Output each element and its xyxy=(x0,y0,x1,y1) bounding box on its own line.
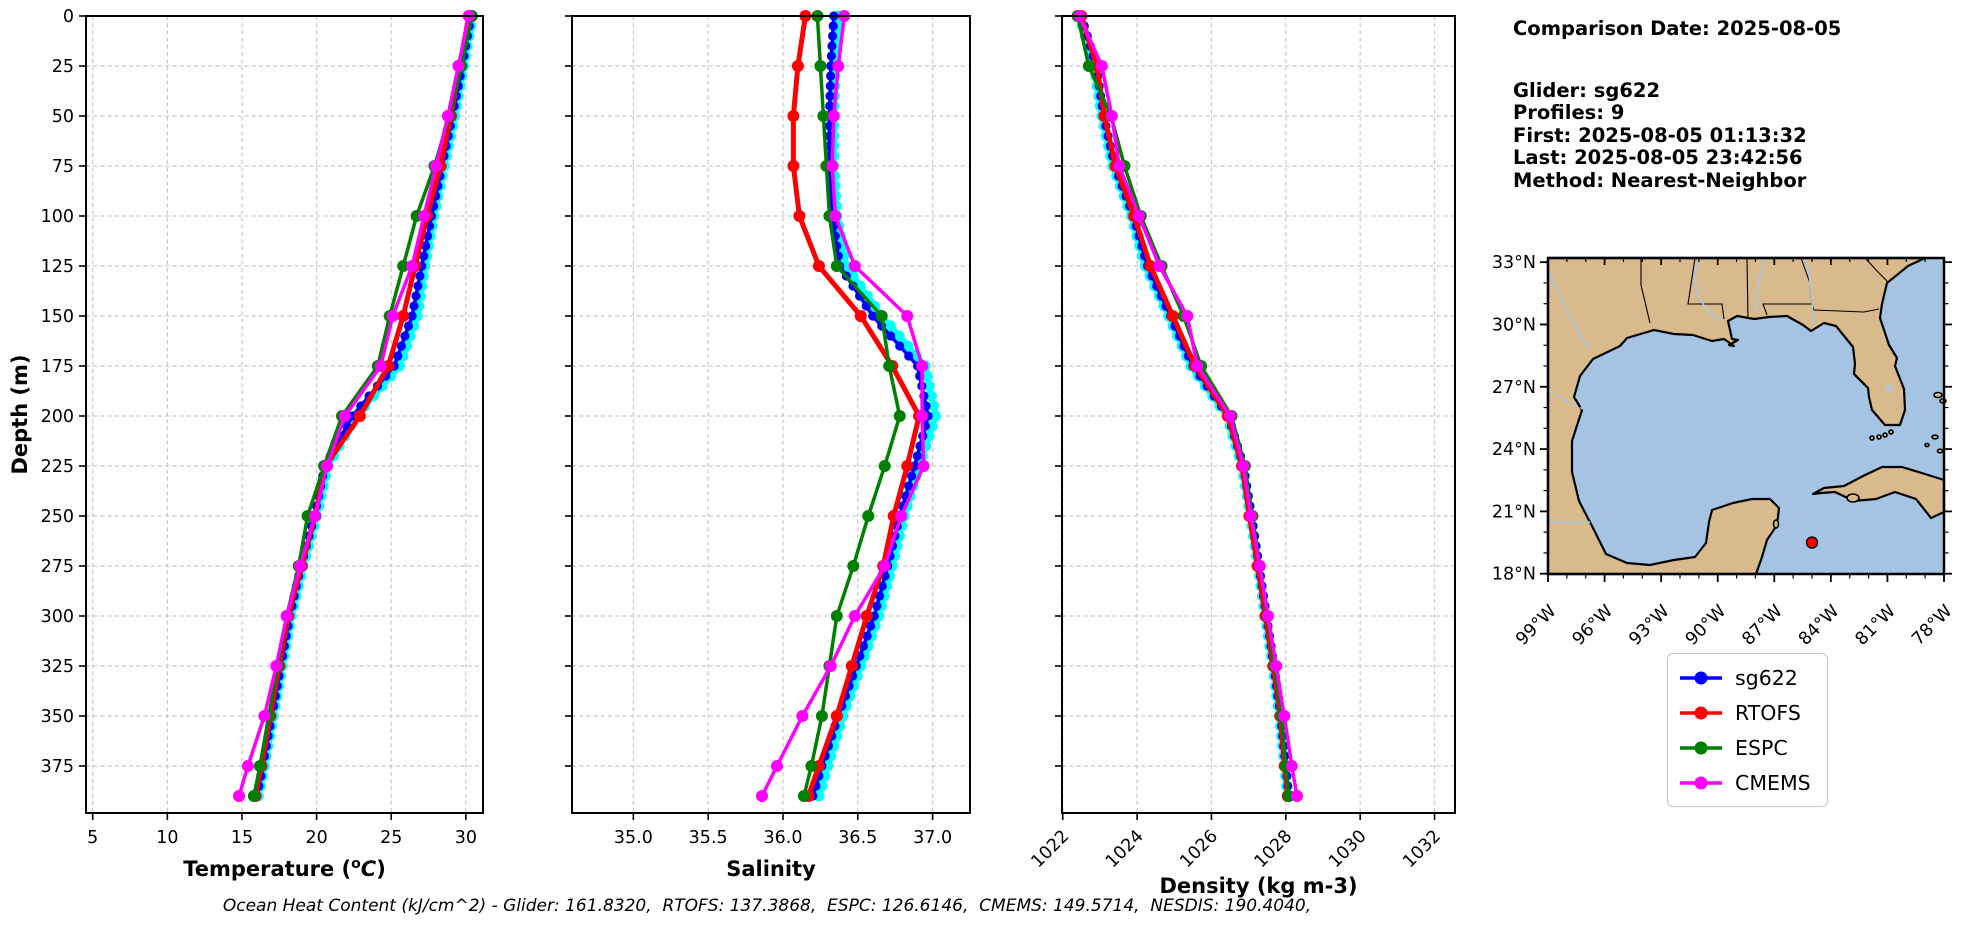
svg-text:27°N: 27°N xyxy=(1492,378,1536,398)
svg-text:33°N: 33°N xyxy=(1492,253,1536,273)
svg-text:1028: 1028 xyxy=(1251,826,1297,872)
svg-text:78°W: 78°W xyxy=(1908,601,1956,649)
svg-text:35.5: 35.5 xyxy=(689,828,728,848)
svg-text:75: 75 xyxy=(52,157,74,177)
temperature-plot: 5 10 15 20 25 3002550751001251501752002252502… xyxy=(8,7,484,881)
x-axis-label: Temperature (oC) xyxy=(183,856,386,881)
map-lake-okeechobee xyxy=(1885,384,1893,392)
svg-text:30: 30 xyxy=(455,828,477,848)
svg-text:225: 225 xyxy=(41,457,74,477)
svg-text:1032: 1032 xyxy=(1399,826,1445,872)
svg-text:275: 275 xyxy=(41,557,74,577)
legend-label: ESPC xyxy=(1735,735,1788,760)
info-line: Last: 2025-08-05 23:42:56 xyxy=(1513,146,1803,170)
svg-text:1030: 1030 xyxy=(1325,826,1371,872)
svg-text:18°N: 18°N xyxy=(1492,565,1536,585)
svg-text:36.0: 36.0 xyxy=(763,828,802,848)
svg-text:15: 15 xyxy=(231,828,253,848)
svg-text:37.0: 37.0 xyxy=(913,828,952,848)
density-plot: 1022 1024 1026 1028 1030 1032 Density (kg m-3) xyxy=(1028,10,1456,898)
info-spacer xyxy=(1513,41,1841,80)
svg-text:0: 0 xyxy=(63,7,74,27)
legend-label: RTOFS xyxy=(1735,700,1801,725)
svg-text:175: 175 xyxy=(41,357,74,377)
svg-text:1024: 1024 xyxy=(1102,826,1148,872)
svg-text:93°W: 93°W xyxy=(1625,601,1673,649)
series-CMEMS xyxy=(1073,10,1303,802)
axis-ticks: 35.0 35.5 36.0 36.5 37.0 xyxy=(565,15,952,848)
info-line: Glider: sg622 xyxy=(1513,78,1661,102)
info-line: Comparison Date: 2025-08-05 xyxy=(1513,17,1842,40)
legend-item-CMEMS: CMEMS xyxy=(1678,765,1811,800)
svg-text:84°W: 84°W xyxy=(1795,601,1843,649)
svg-text:250: 250 xyxy=(41,507,74,527)
svg-text:50: 50 xyxy=(52,107,74,127)
legend-label: sg622 xyxy=(1735,665,1798,690)
svg-text:1026: 1026 xyxy=(1176,826,1222,872)
legend-marker-icon xyxy=(1680,776,1722,789)
svg-text:300: 300 xyxy=(41,607,74,627)
svg-text:1022: 1022 xyxy=(1028,826,1074,872)
x-axis-label: Salinity xyxy=(726,857,816,881)
svg-text:200: 200 xyxy=(41,407,74,427)
legend-label: CMEMS xyxy=(1735,770,1811,795)
map-small-islands xyxy=(1772,391,1947,529)
svg-text:25: 25 xyxy=(52,57,74,77)
legend: sg622 RTOFS ESPC CMEMS xyxy=(1667,653,1828,807)
glider-position-marker xyxy=(1805,536,1819,549)
svg-text:35.0: 35.0 xyxy=(614,828,653,848)
gridlines xyxy=(1062,15,1455,813)
svg-text:125: 125 xyxy=(41,257,74,277)
svg-text:5: 5 xyxy=(87,828,98,848)
svg-text:325: 325 xyxy=(41,657,74,677)
svg-text:96°W: 96°W xyxy=(1569,601,1617,649)
info-line: Profiles: 9 xyxy=(1513,101,1625,125)
svg-text:25: 25 xyxy=(380,828,402,848)
info-line: First: 2025-08-05 01:13:32 xyxy=(1513,123,1807,147)
svg-text:21°N: 21°N xyxy=(1492,502,1536,522)
legend-item-sg622: sg622 xyxy=(1678,660,1811,695)
info-line: Method: Nearest-Neighbor xyxy=(1513,168,1807,192)
legend-marker-icon xyxy=(1680,671,1722,684)
x-axis-label: Density (kg m-3) xyxy=(1159,874,1357,898)
series-CMEMS xyxy=(233,10,475,802)
svg-text:30°N: 30°N xyxy=(1492,315,1536,335)
svg-text:375: 375 xyxy=(41,757,74,777)
svg-text:99°W: 99°W xyxy=(1512,601,1560,649)
svg-text:10: 10 xyxy=(156,828,178,848)
series-RTOFS xyxy=(1075,10,1294,802)
legend-item-ESPC: ESPC xyxy=(1678,730,1811,765)
svg-text:81°W: 81°W xyxy=(1852,601,1900,649)
legend-marker-icon xyxy=(1680,741,1722,754)
map-rivers xyxy=(1547,257,1814,524)
svg-text:100: 100 xyxy=(41,207,74,227)
salinity-plot: 35.0 35.5 36.0 36.5 37.0 Salinity xyxy=(565,10,971,881)
svg-text:150: 150 xyxy=(41,307,74,327)
legend-item-RTOFS: RTOFS xyxy=(1678,695,1811,730)
svg-text:36.5: 36.5 xyxy=(838,828,877,848)
svg-text:20: 20 xyxy=(305,828,327,848)
axis-ticks: 5 10 15 20 25 3002550751001251501752002252502… xyxy=(41,7,477,848)
svg-text:24°N: 24°N xyxy=(1492,440,1536,460)
map-land-mainland xyxy=(1546,256,1927,576)
gridlines xyxy=(86,15,483,813)
gulf-of-mexico-map: 99°W 96°W 93°W 90°W 87°W 84°W 81°W 78°W 33°N 30°N… xyxy=(1492,253,1957,650)
y-axis-label: Depth (m) xyxy=(8,354,32,474)
series-CMEMS xyxy=(756,10,930,802)
ocean-heat-content-footer: Ocean Heat Content (kJ/cm^2) - Glider: 1… xyxy=(222,896,1312,916)
svg-text:87°W: 87°W xyxy=(1739,601,1787,649)
info-panel: Comparison Date: 2025-08-05 Glider: sg622… xyxy=(1513,17,1842,193)
gridlines xyxy=(572,15,970,813)
svg-text:350: 350 xyxy=(41,707,74,727)
legend-marker-icon xyxy=(1680,706,1722,719)
svg-text:90°W: 90°W xyxy=(1682,601,1730,649)
